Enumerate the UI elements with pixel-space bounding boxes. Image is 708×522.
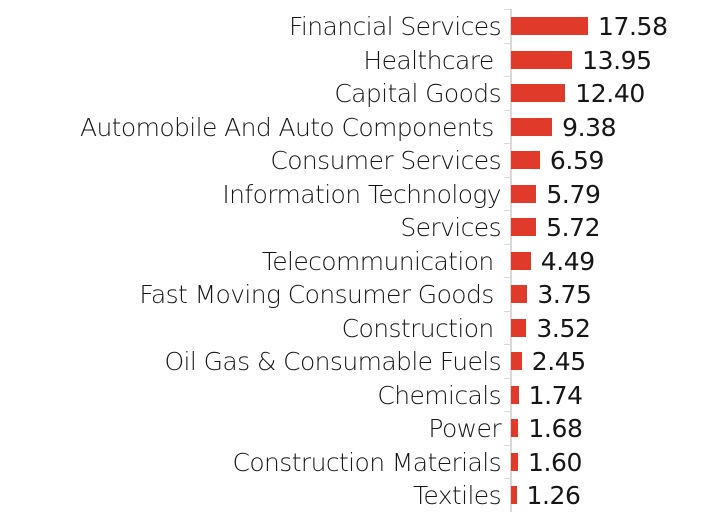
bar-row: Capital Goods 12.40	[0, 76, 708, 110]
value-label: 1.68	[528, 414, 583, 443]
axis-tick	[504, 411, 511, 412]
bar	[511, 251, 531, 270]
bar-row: Textiles 1.26	[0, 478, 708, 512]
axis-tick	[504, 444, 511, 446]
axis-tick	[504, 143, 511, 144]
category-label: Fast Moving Consumer Goods	[139, 280, 501, 309]
bar	[511, 184, 537, 203]
category-label: Consumer Services	[270, 146, 501, 175]
category-label: Power	[428, 414, 501, 443]
bar-row: Oil Gas & Consumable Fuels 2.45	[0, 344, 708, 378]
bar	[511, 117, 553, 136]
bar	[511, 318, 527, 337]
value-label: 3.75	[537, 280, 592, 309]
category-label: Telecommunication	[261, 246, 501, 276]
value-label: 9.38	[562, 112, 617, 142]
bar	[511, 285, 528, 303]
category-label: Automobile And Auto Components	[79, 112, 501, 142]
axis-tick	[504, 377, 511, 379]
bar-row: Construction Materials 1.60	[0, 444, 708, 479]
category-label: Textiles	[412, 481, 502, 510]
value-label: 2.45	[531, 347, 586, 376]
axis-tick	[504, 243, 511, 245]
value-label: 6.59	[549, 146, 604, 175]
value-label: 3.52	[536, 313, 591, 343]
axis-tick	[504, 76, 511, 77]
axis-tick	[504, 277, 511, 278]
bar	[511, 385, 519, 404]
bar-row: Healthcare 13.95	[0, 42, 708, 77]
axis-tick	[504, 176, 511, 178]
bar	[511, 452, 518, 471]
bar-row: Information Technology 5.79	[0, 176, 708, 211]
axis-tick	[504, 344, 511, 345]
category-label: Construction Materials	[232, 447, 501, 477]
bar-row: Power 1.68	[0, 411, 708, 445]
axis-tick	[504, 9, 511, 10]
bar	[511, 17, 588, 35]
axis-tick	[504, 210, 511, 211]
bar-row: Construction 3.52	[0, 310, 708, 345]
category-label: Capital Goods	[334, 79, 501, 108]
bar	[511, 84, 566, 102]
bar-row: Consumer Services 6.59	[0, 143, 708, 177]
category-label: Chemicals	[377, 380, 501, 410]
value-label: 4.49	[540, 246, 595, 276]
category-label: Construction	[341, 313, 501, 343]
bar	[511, 352, 522, 370]
axis-tick	[504, 109, 511, 111]
axis-tick	[504, 42, 511, 44]
value-label: 17.58	[598, 12, 668, 41]
value-label: 13.95	[582, 45, 652, 75]
category-label: Healthcare	[363, 45, 501, 75]
value-label: 1.26	[526, 481, 581, 510]
category-label: Services	[400, 213, 501, 242]
value-label: 5.79	[546, 179, 601, 209]
bar	[511, 419, 519, 437]
category-label: Financial Services	[288, 12, 502, 41]
value-label: 1.60	[528, 447, 583, 477]
axis-tick	[504, 310, 511, 312]
bar	[511, 218, 537, 236]
category-label: Information Technology	[222, 179, 501, 209]
bar	[511, 151, 540, 169]
bar-row: Chemicals 1.74	[0, 377, 708, 412]
category-label: Oil Gas & Consumable Fuels	[164, 347, 501, 376]
bar	[511, 486, 517, 504]
bar	[511, 50, 573, 69]
axis-tick	[504, 478, 511, 479]
value-label: 5.72	[546, 213, 601, 242]
value-label: 12.40	[575, 79, 645, 108]
bar-row: Automobile And Auto Components 9.38	[0, 109, 708, 144]
bar-row: Financial Services 17.58	[0, 9, 708, 43]
bar-row: Telecommunication 4.49	[0, 243, 708, 278]
bar-row: Services 5.72	[0, 210, 708, 244]
bar-row: Fast Moving Consumer Goods 3.75	[0, 277, 708, 311]
value-label: 1.74	[528, 380, 583, 410]
